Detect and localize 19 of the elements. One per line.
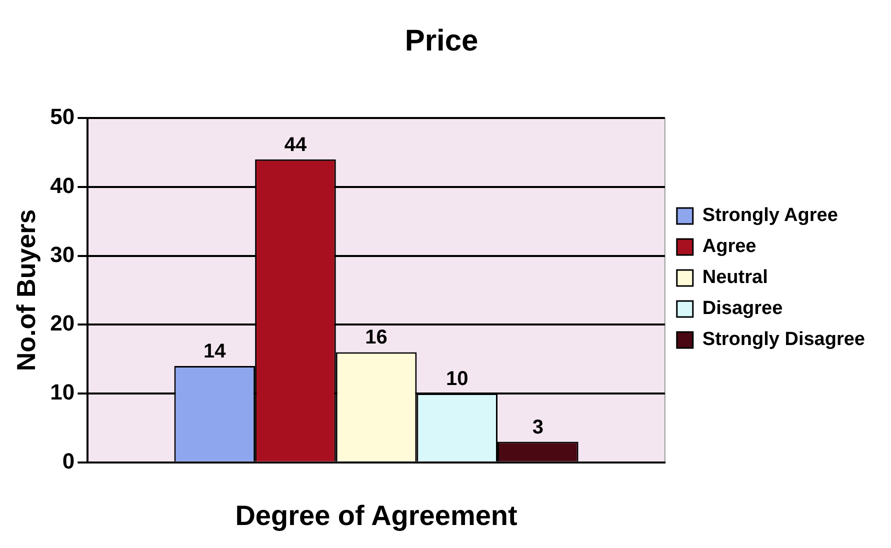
y-tick-label: 50 [50,104,75,130]
data-label: 3 [532,416,544,438]
y-tick-label: 10 [50,380,75,405]
legend-label: Strongly Agree [702,205,838,226]
x-axis-title: Degree of Agreement [235,500,518,531]
y-tick-label: 40 [50,172,75,198]
data-label: 16 [365,326,388,349]
y-axis-title: No.of Buyers [10,209,41,372]
legend-label: Disagree [702,298,783,320]
y-tick-label: 0 [62,448,75,474]
legend-label: Strongly Disagree [702,329,866,350]
data-label: 14 [204,340,227,362]
y-tick-label: 20 [50,310,75,336]
legend-label: Agree [702,236,756,258]
legend-label: Neutral [702,267,768,288]
data-label: 10 [446,368,468,390]
y-tick-label: 30 [50,242,75,267]
chart-title: Price [404,24,478,58]
data-label: 44 [284,134,308,156]
